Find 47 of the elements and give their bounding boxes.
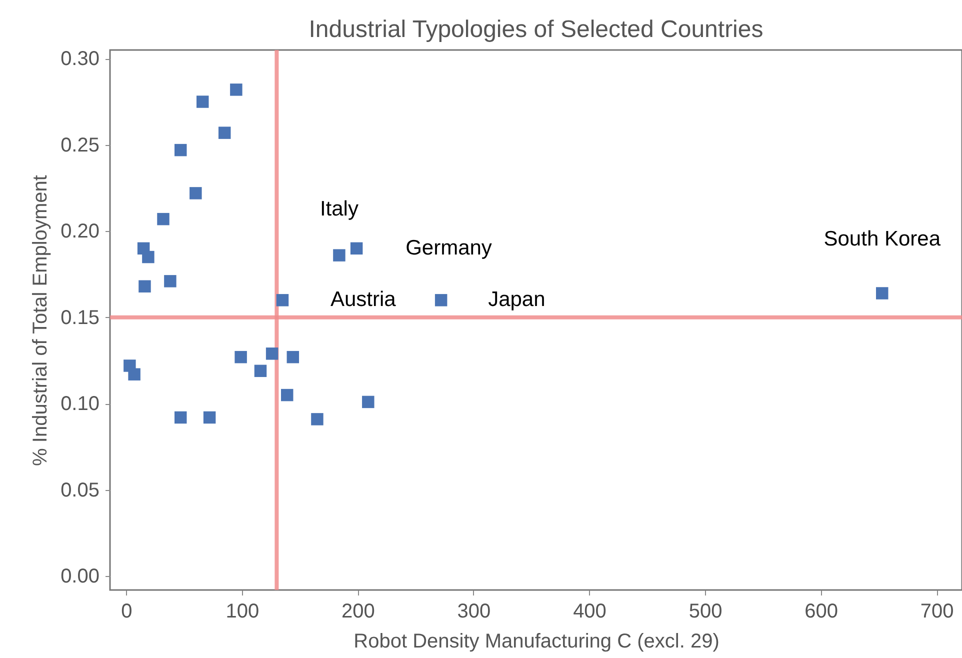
annotation: Japan [488, 288, 546, 312]
y-tick-label: 0.05 [60, 479, 100, 502]
point [157, 212, 170, 226]
x-axis-title: Robot Density Manufacturing C (excl. 29) [354, 630, 720, 652]
point [230, 84, 242, 96]
x-tick-label: 500 [688, 600, 722, 622]
annotation: Austria [330, 288, 396, 312]
point [174, 144, 187, 156]
annotation: South Korea [824, 227, 941, 250]
point [234, 350, 247, 364]
chart-title: Industrial Typologies of Selected Countries [308, 16, 764, 43]
point [190, 187, 202, 200]
point [266, 348, 278, 360]
x-tick-label: 600 [804, 600, 838, 622]
point [362, 396, 374, 408]
point [174, 411, 187, 424]
point [218, 126, 231, 139]
point [286, 350, 300, 364]
point [203, 411, 216, 424]
point [276, 294, 289, 306]
point [138, 280, 151, 292]
point [142, 250, 154, 264]
point [434, 294, 448, 306]
y-tick-label: 0.10 [60, 393, 100, 416]
y-tick-label: 0.15 [60, 306, 100, 329]
x-tick-label: 100 [226, 600, 260, 622]
y-tick-label: 0.20 [60, 220, 100, 243]
x-tick-label: 400 [573, 600, 606, 622]
point [254, 364, 267, 378]
point [333, 249, 346, 262]
y-tick-label: 0.25 [60, 134, 100, 156]
point [350, 242, 363, 255]
point [311, 413, 324, 426]
point [876, 287, 888, 300]
y-tick-label: 0.30 [60, 48, 100, 70]
x-tick-label: 300 [457, 600, 491, 622]
x-tick-label: 700 [920, 600, 954, 622]
point [128, 368, 140, 380]
y-axis-title: % Industrial of Total Employment [30, 174, 52, 466]
x-tick-label: 0 [121, 600, 132, 622]
x-tick-label: 200 [342, 600, 375, 622]
point [164, 275, 176, 288]
point [280, 388, 294, 402]
annotation: Italy [320, 197, 359, 220]
y-tick-label: 0.00 [60, 566, 100, 588]
point [196, 96, 209, 108]
annotation: Germany [406, 236, 492, 260]
